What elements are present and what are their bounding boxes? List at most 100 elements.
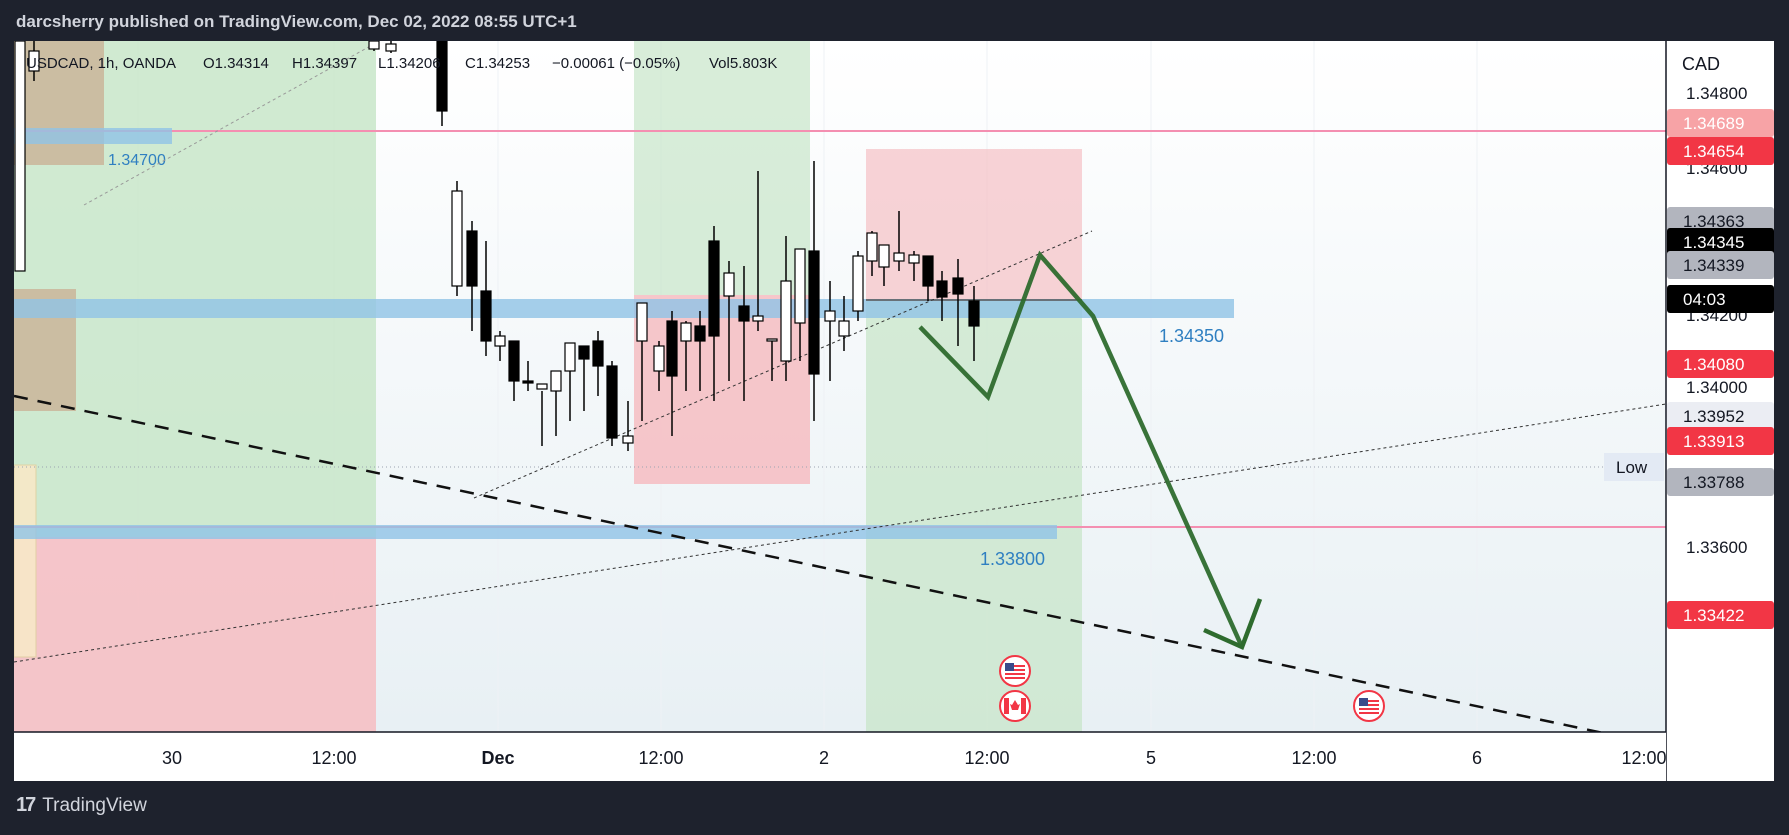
price-tick-label: 1.34800 bbox=[1686, 84, 1747, 103]
candle[interactable] bbox=[952, 259, 964, 346]
price-label-text: 1.33788 bbox=[1683, 473, 1744, 492]
candle[interactable] bbox=[466, 221, 478, 331]
cream-box-left[interactable] bbox=[14, 464, 37, 658]
candle[interactable] bbox=[878, 244, 890, 286]
candle[interactable] bbox=[578, 345, 590, 411]
brand-name: TradingView bbox=[42, 794, 147, 816]
us-flag-event-icon-2[interactable] bbox=[1353, 690, 1385, 722]
tradingview-logo[interactable]: 17 TradingView bbox=[16, 794, 147, 817]
footer: 17 TradingView bbox=[0, 781, 1789, 835]
candle[interactable] bbox=[866, 231, 878, 276]
short-position-loss-zone[interactable] bbox=[866, 149, 1082, 301]
chart-canvas[interactable]: 1.34700 1.34350 1.33800 bbox=[14, 41, 1774, 781]
candle[interactable] bbox=[494, 331, 506, 361]
candle[interactable] bbox=[723, 261, 735, 381]
time-axis[interactable] bbox=[14, 732, 1666, 781]
price-label-text: 1.33422 bbox=[1683, 606, 1744, 625]
candle[interactable] bbox=[708, 226, 720, 401]
long-position-profit-zone-mid[interactable] bbox=[634, 41, 810, 295]
price-label: 1.34080 bbox=[1667, 350, 1774, 378]
candle[interactable] bbox=[480, 241, 492, 356]
blue-zone-mid[interactable] bbox=[14, 299, 1234, 318]
us-flag-event-icon[interactable] bbox=[999, 655, 1031, 687]
time-tick-label: 2 bbox=[819, 748, 829, 768]
candle[interactable] bbox=[794, 248, 806, 361]
candle[interactable] bbox=[780, 236, 792, 381]
candle[interactable] bbox=[766, 338, 778, 381]
price-label: 1.33952 bbox=[1667, 402, 1774, 430]
low-tag: Low bbox=[1604, 453, 1664, 481]
dashed-trendline[interactable] bbox=[14, 394, 1609, 736]
candle[interactable] bbox=[385, 41, 397, 53]
dotted-trendline-long[interactable] bbox=[14, 403, 1667, 663]
candle[interactable] bbox=[536, 383, 548, 446]
candle[interactable] bbox=[852, 251, 864, 321]
price-label-text: 1.34339 bbox=[1683, 256, 1744, 275]
candle[interactable] bbox=[14, 41, 26, 272]
legend-symbol[interactable]: USDCAD, 1h, OANDA bbox=[26, 55, 176, 72]
price-label: 1.34689 bbox=[1667, 109, 1774, 137]
publisher-line: darcsherry published on TradingView.com,… bbox=[16, 12, 577, 31]
zone-label-3: 1.33800 bbox=[980, 549, 1045, 569]
time-ticks: 30 12:00 Dec 12:00 2 12:00 5 12:00 6 12:00 bbox=[162, 748, 1667, 768]
candle[interactable] bbox=[28, 41, 40, 81]
time-tick-label: 6 bbox=[1472, 748, 1482, 768]
price-label: 1.34654 bbox=[1667, 137, 1774, 165]
candle[interactable] bbox=[508, 340, 520, 401]
candle[interactable] bbox=[606, 361, 618, 446]
price-label: 1.34345 bbox=[1667, 228, 1774, 256]
price-label: 1.33913 bbox=[1667, 427, 1774, 455]
price-label-text: 1.34654 bbox=[1683, 142, 1744, 161]
legend-open: O1.34314 bbox=[203, 55, 269, 72]
candle[interactable] bbox=[564, 342, 576, 421]
tradingview-logo-icon: 17 bbox=[16, 794, 36, 816]
price-label-text: 1.34080 bbox=[1683, 355, 1744, 374]
candle[interactable] bbox=[522, 361, 534, 391]
legend-volume: Vol5.803K bbox=[709, 55, 777, 72]
candle[interactable] bbox=[968, 286, 980, 361]
chart-frame[interactable]: 1.34700 1.34350 1.33800 bbox=[14, 41, 1774, 781]
time-tick-label: 12:00 bbox=[1291, 748, 1336, 768]
candlesticks[interactable] bbox=[14, 41, 980, 451]
candle[interactable] bbox=[752, 171, 764, 331]
forecast-path[interactable] bbox=[918, 250, 1245, 648]
candle[interactable] bbox=[808, 161, 820, 421]
candle[interactable] bbox=[653, 341, 665, 391]
candle[interactable] bbox=[636, 302, 648, 421]
blue-zone-lower[interactable] bbox=[14, 525, 1057, 539]
candle[interactable] bbox=[694, 311, 706, 391]
candle[interactable] bbox=[436, 41, 448, 126]
time-tick-label: 12:00 bbox=[1621, 748, 1666, 768]
candle[interactable] bbox=[550, 370, 562, 436]
candle[interactable] bbox=[666, 311, 678, 436]
candle[interactable] bbox=[368, 41, 380, 51]
price-label-text: 1.33952 bbox=[1683, 407, 1744, 426]
publisher-header: darcsherry published on TradingView.com,… bbox=[0, 0, 1789, 41]
time-tick-label: Dec bbox=[481, 748, 514, 768]
candle[interactable] bbox=[936, 271, 948, 321]
low-tag-text: Low bbox=[1616, 458, 1648, 477]
candle[interactable] bbox=[738, 266, 750, 401]
price-label-text: 1.34363 bbox=[1683, 212, 1744, 231]
candle[interactable] bbox=[838, 296, 850, 351]
blue-zone-upper-left[interactable] bbox=[14, 128, 172, 144]
dotted-trendline-topleft[interactable] bbox=[83, 43, 375, 206]
candle[interactable] bbox=[922, 255, 934, 301]
long-position-loss-zone-left[interactable] bbox=[14, 537, 376, 734]
candle[interactable] bbox=[893, 211, 905, 271]
candle[interactable] bbox=[592, 331, 604, 396]
short-position-profit-zone[interactable] bbox=[866, 301, 1082, 732]
price-label-text: 1.34345 bbox=[1683, 233, 1744, 252]
time-tick-label: 30 bbox=[162, 748, 182, 768]
candle[interactable] bbox=[680, 321, 692, 391]
dotted-trendline-short[interactable] bbox=[473, 230, 1093, 499]
candle[interactable] bbox=[908, 251, 920, 281]
candle[interactable] bbox=[451, 181, 463, 296]
price-label-text: 04:03 bbox=[1683, 290, 1726, 309]
price-tick-label: 1.33600 bbox=[1686, 538, 1747, 557]
zone-label-1: 1.34700 bbox=[108, 152, 166, 169]
candle[interactable] bbox=[622, 401, 634, 451]
candle[interactable] bbox=[824, 281, 836, 381]
time-tick-label: 12:00 bbox=[311, 748, 356, 768]
canada-flag-event-icon[interactable] bbox=[999, 690, 1031, 722]
